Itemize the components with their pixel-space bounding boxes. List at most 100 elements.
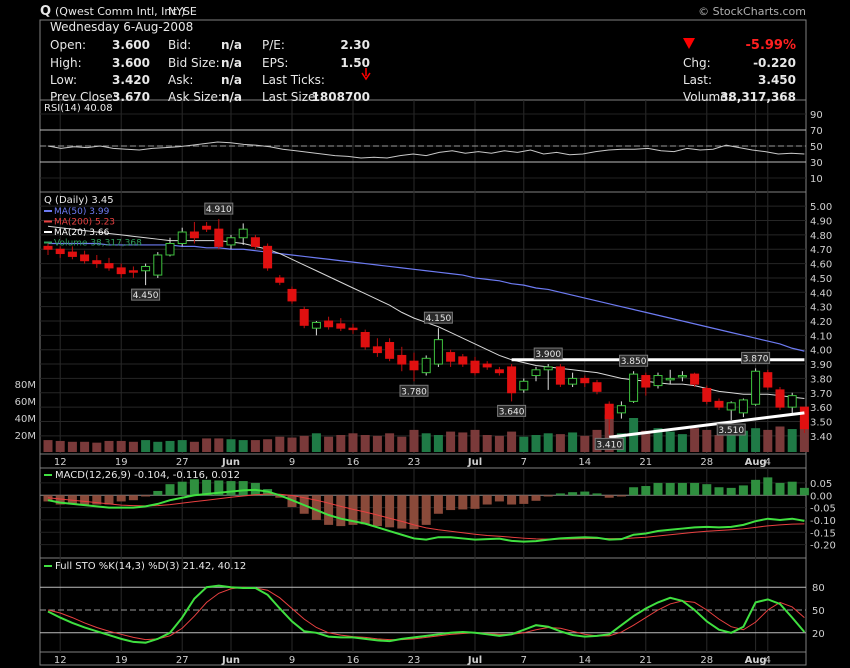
- volume-bar: [641, 430, 651, 452]
- macd-histogram-bar: [531, 495, 541, 501]
- quote-date: Wednesday 6-Aug-2008: [50, 20, 194, 34]
- last-tick-down-icon: [361, 68, 371, 81]
- candle-body: [397, 354, 407, 365]
- volume-tick-label: 20M: [15, 431, 36, 442]
- price-tick-label: 3.80: [810, 374, 832, 385]
- candle-body: [409, 360, 419, 371]
- macd-tick-label: 0.05: [810, 479, 832, 490]
- percent-change: -5.99%: [745, 38, 797, 53]
- date-tick-label: 23: [408, 457, 421, 468]
- candle-body: [714, 400, 724, 408]
- price-tick-label: 4.00: [810, 346, 832, 357]
- date-tick-label: Aug: [745, 655, 767, 666]
- macd-histogram-bar: [775, 482, 785, 496]
- macd-histogram-bar: [580, 491, 590, 496]
- macd-histogram-bar: [324, 495, 334, 525]
- price-annotation-label: 3.850: [621, 357, 647, 367]
- macd-histogram-bar: [763, 477, 773, 496]
- candle-body: [226, 237, 236, 246]
- candle-body: [177, 231, 187, 244]
- volume-bar: [153, 441, 163, 452]
- candle-body: [80, 254, 90, 262]
- macd-histogram-bar: [104, 495, 114, 505]
- price-tick-label: 3.50: [810, 417, 832, 428]
- candle-body: [43, 245, 53, 250]
- price-annotation-label: 4.150: [426, 314, 452, 324]
- macd-histogram-bar: [153, 490, 163, 496]
- volume-bar: [67, 441, 77, 452]
- volume-bar: [141, 440, 151, 452]
- macd-histogram-bar: [409, 495, 419, 530]
- sto-k-line: [47, 584, 806, 644]
- rsi-tick-label: 90: [810, 110, 823, 121]
- ask-label: Ask:: [168, 73, 194, 87]
- price-tick-label: 4.30: [810, 303, 832, 314]
- macd-histogram-bar: [397, 495, 407, 529]
- price-annotation-label: 4.450: [133, 291, 159, 301]
- macd-tick-label: -0.05: [810, 504, 836, 515]
- candle-body: [421, 357, 431, 374]
- pe-label: P/E:: [262, 38, 285, 52]
- date-tick-label: 4: [765, 457, 771, 468]
- sto-d-line: [47, 586, 805, 641]
- volume-bar: [226, 439, 236, 452]
- candle-body: [677, 375, 687, 378]
- last-ticks-label: Last Ticks:: [262, 73, 325, 87]
- volume-bar: [336, 435, 346, 452]
- company-name: (Qwest Comm Intl, Inc.): [55, 5, 186, 18]
- sto-tick-label: 80: [812, 583, 825, 594]
- date-tick-label: Jun: [221, 655, 240, 666]
- volume-bar: [214, 438, 224, 452]
- exchange: NYSE: [168, 5, 197, 18]
- macd-histogram-bar: [92, 495, 102, 505]
- volume-bar: [507, 431, 517, 452]
- price-annotation-box: [497, 404, 527, 417]
- candle-body: [141, 265, 151, 272]
- date-tick-label: 21: [639, 457, 652, 468]
- candle-body: [702, 387, 712, 402]
- candle-body: [263, 245, 273, 269]
- volume-bar: [92, 442, 102, 452]
- volume-bar: [653, 428, 663, 452]
- macd-histogram-bar: [555, 493, 565, 496]
- candle-body: [799, 406, 809, 430]
- macd-histogram-bar: [177, 481, 187, 496]
- candle-body: [324, 320, 334, 328]
- macd-histogram-bar: [592, 493, 602, 496]
- volume-bar: [738, 430, 748, 452]
- candle-body: [580, 377, 590, 384]
- rsi-tick-label: 50: [810, 142, 823, 153]
- candle-body: [104, 263, 114, 269]
- price-tick-label: 4.40: [810, 288, 832, 299]
- volume-bar: [311, 433, 321, 452]
- date-tick-label: 19: [115, 457, 128, 468]
- date-tick-label: Jun: [221, 457, 240, 468]
- candle-body: [202, 225, 212, 230]
- candle-body: [189, 231, 199, 239]
- price-annotation-label: 3.410: [596, 440, 622, 450]
- volume-bar: [799, 419, 809, 452]
- volume-bar: [458, 432, 468, 452]
- price-annotation-label: 3.900: [535, 350, 561, 360]
- candle-body: [348, 327, 358, 331]
- pe-value: 2.30: [340, 38, 370, 52]
- sto-tick-label: 20: [812, 629, 825, 640]
- ticker-symbol: Q: [40, 4, 52, 19]
- candle-body: [690, 373, 700, 385]
- candle-body: [165, 242, 175, 256]
- volume-bar: [299, 435, 309, 452]
- macd-histogram-bar: [629, 487, 639, 496]
- volume-bar: [775, 426, 785, 452]
- macd-histogram-bar: [751, 479, 761, 496]
- rsi-tick-label: 70: [810, 126, 823, 137]
- legend-entry: MA(200) 5.23: [54, 218, 115, 228]
- volume-bar: [421, 433, 431, 452]
- legend-entry: MA(50) 3.99: [54, 207, 110, 217]
- date-tick-label: 23: [408, 655, 421, 666]
- down-arrow-icon: [683, 38, 695, 49]
- candle-body: [311, 321, 321, 329]
- volume-bar: [665, 431, 675, 452]
- source-credit: © StockCharts.com: [698, 5, 806, 18]
- volume-bar: [177, 440, 187, 452]
- candle-body: [250, 237, 260, 247]
